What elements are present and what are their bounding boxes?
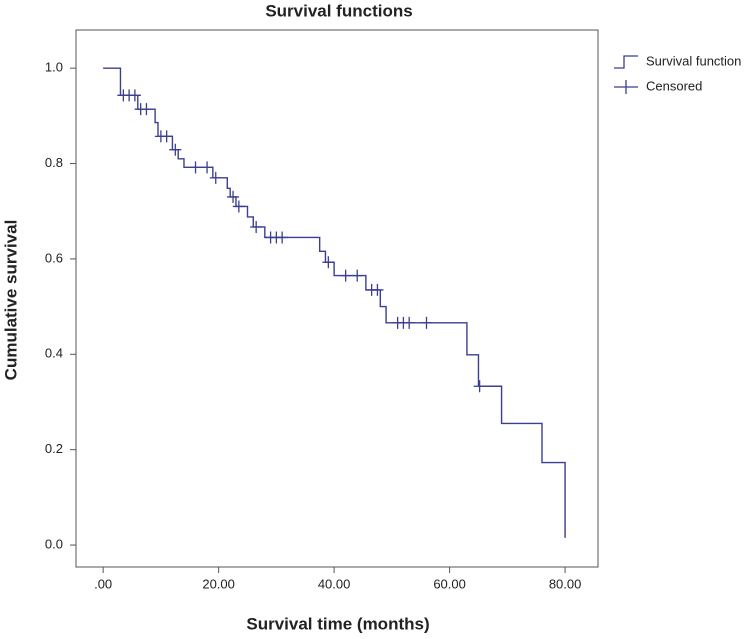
censor-mark (371, 283, 384, 296)
y-tick-label: 0.4 (45, 346, 63, 361)
censor-mark (339, 269, 352, 282)
y-tick-label: 0.2 (45, 441, 63, 456)
legend-symbol (614, 80, 638, 94)
censor-mark (201, 161, 214, 174)
y-tick-label: 0.8 (45, 155, 63, 170)
x-tick-label: 60.00 (433, 576, 466, 591)
x-axis-label: Survival time (months) (246, 614, 429, 633)
censor-mark (276, 231, 289, 244)
legend-label: Censored (646, 78, 702, 93)
x-tick-label: 20.00 (202, 576, 235, 591)
y-tick-label: 1.0 (45, 60, 63, 75)
censor-mark (209, 171, 222, 184)
censor-mark (250, 220, 263, 233)
censor-mark (128, 89, 141, 102)
censor-mark (420, 316, 433, 329)
survival-line (103, 67, 566, 538)
x-tick-label: 80.00 (549, 576, 582, 591)
x-tick-label: 40.00 (318, 576, 351, 591)
censor-mark (403, 316, 416, 329)
censor-mark (322, 256, 335, 269)
censor-mark (169, 143, 182, 156)
legend-symbol (614, 55, 638, 69)
censor-mark (351, 269, 364, 282)
legend-label: Survival function (646, 53, 741, 68)
censor-mark (140, 103, 153, 116)
censor-mark (473, 380, 486, 393)
censor-mark (227, 190, 240, 203)
x-tick-label: .00 (94, 576, 112, 591)
y-axis-label: Cumulative survival (1, 220, 20, 381)
censor-mark (189, 161, 202, 174)
censor-mark (232, 200, 245, 213)
censor-mark (160, 130, 173, 143)
y-tick-label: 0.6 (45, 250, 63, 265)
y-tick-label: 0.0 (45, 536, 63, 551)
chart-title: Survival functions (265, 1, 412, 20)
plot-frame (75, 29, 599, 568)
